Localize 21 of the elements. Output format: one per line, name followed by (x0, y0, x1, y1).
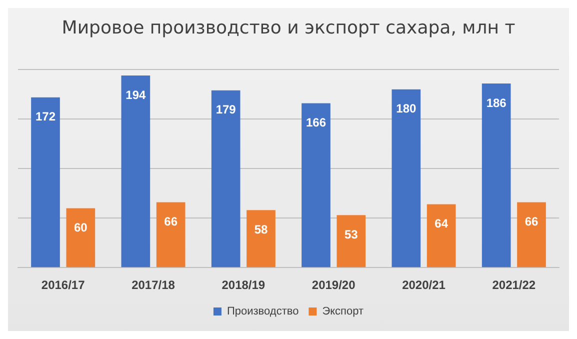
legend-label: Экспорт (322, 306, 364, 318)
data-label: 166 (306, 116, 326, 130)
legend-label: Производство (226, 306, 299, 318)
x-tick-label: 2020/21 (402, 278, 446, 292)
data-label: 64 (434, 216, 448, 231)
data-label: 60 (74, 220, 88, 235)
x-tick-label: 2016/17 (41, 278, 86, 292)
x-tick-label: 2018/19 (222, 278, 266, 292)
data-label: 186 (486, 96, 507, 110)
data-label: 194 (126, 88, 146, 102)
data-label: 180 (396, 102, 416, 116)
chart-title: Мировое производство и экспорт сахара, млн т (62, 17, 516, 38)
data-label: 179 (216, 102, 236, 117)
x-tick-label: 2019/20 (312, 278, 356, 292)
x-tick-label: 2021/22 (492, 278, 536, 292)
data-label: 53 (344, 227, 358, 242)
data-label: 58 (254, 222, 268, 236)
data-label: 172 (35, 110, 56, 124)
data-label: 66 (164, 214, 178, 229)
x-tick-label: 2017/18 (132, 278, 176, 292)
data-label: 66 (524, 214, 538, 229)
